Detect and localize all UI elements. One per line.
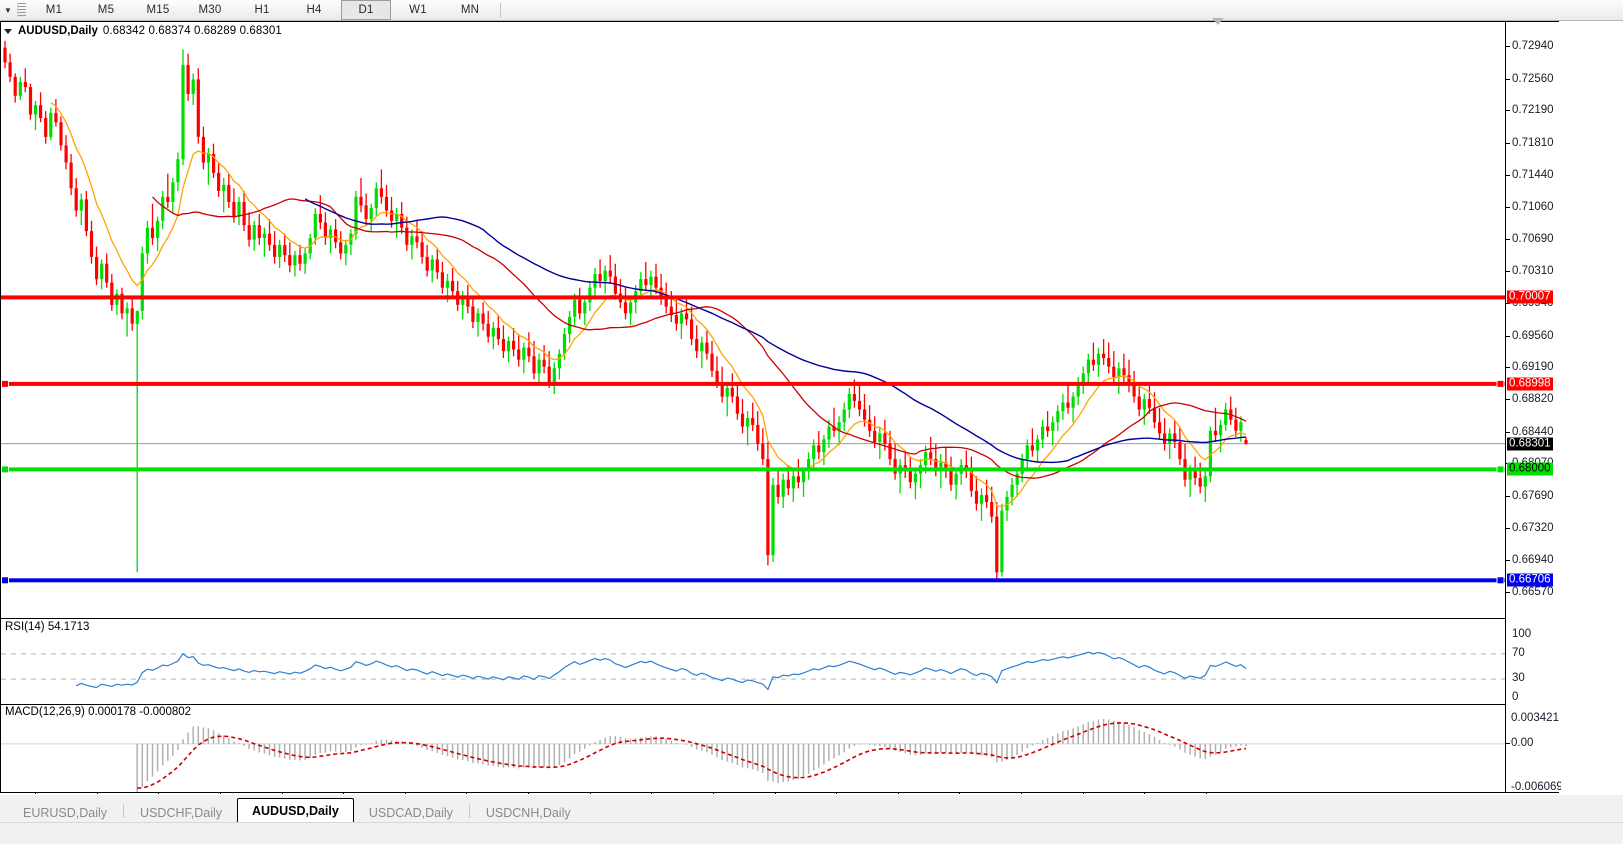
timeframe-button-mn[interactable]: MN <box>460 4 480 16</box>
toolbar-dropdown-icon[interactable]: ▼ <box>4 5 12 15</box>
macd-axis-label: 0.00 <box>1511 736 1534 749</box>
price-axis-tick <box>1506 207 1510 209</box>
macd-pane[interactable]: MACD(12,26,9) 0.000178 -0.000802 <box>1 704 1505 793</box>
chart-header: AUDUSD,Daily 0.68342 0.68374 0.68289 0.6… <box>4 24 282 38</box>
price-axis-tick <box>1506 367 1510 369</box>
price-pane[interactable] <box>1 22 1505 595</box>
chart-window[interactable]: AUDUSD,Daily 0.68342 0.68374 0.68289 0.6… <box>0 21 1563 815</box>
macd-axis-label: -0.006069 <box>1511 781 1563 793</box>
price-axis-tick <box>1506 496 1510 497</box>
rsi-axis-label: 30 <box>1512 672 1525 685</box>
toolbar-drag-grip-icon[interactable] <box>17 3 26 17</box>
chart-position-marker-icon <box>1212 18 1224 25</box>
macd-axis-tick <box>1506 742 1510 744</box>
price-axis-tick <box>1506 527 1510 529</box>
price-axis-tick <box>1506 271 1510 273</box>
timeframe-button-group: M1 M5 M15 M30 H1 H4 D1 W1 MN <box>29 0 495 20</box>
price-axis-label: 0.68820 <box>1512 393 1554 406</box>
chart-tab-audusd[interactable]: AUDUSD,Daily <box>237 798 354 823</box>
chart-collapse-arrow-icon[interactable] <box>4 28 12 34</box>
price-axis-tick <box>1506 335 1510 337</box>
timeframe-button-d1[interactable]: D1 <box>341 0 391 20</box>
price-axis-tick <box>1506 174 1510 176</box>
rsi-axis-label: 100 <box>1512 628 1532 640</box>
price-tag-support-lower[interactable]: 0.66706 <box>1507 573 1553 587</box>
timeframe-button-m5[interactable]: M5 <box>97 4 115 16</box>
price-axis[interactable]: 0.72940 0.72560 0.72190 0.71810 0.71440 0.710… <box>1505 22 1563 793</box>
price-axis-label: 0.67320 <box>1512 521 1554 534</box>
rsi-axis-label: 0 <box>1512 691 1519 703</box>
timeframe-button-m30[interactable]: M30 <box>198 4 222 16</box>
price-axis-label: 0.66570 <box>1512 586 1554 598</box>
rsi-pane[interactable]: RSI(14) 54.1713 <box>1 618 1505 701</box>
macd-axis-label: 0.003421 <box>1511 712 1559 724</box>
price-axis-label: 0.70310 <box>1512 265 1554 278</box>
toolbar-separator <box>500 2 501 18</box>
price-axis-label: 0.71440 <box>1512 168 1554 181</box>
chart-right-gutter <box>1561 21 1623 793</box>
macd-plot <box>1 719 1505 793</box>
price-axis-label: 0.72940 <box>1512 40 1554 52</box>
price-axis-tick <box>1506 238 1510 240</box>
timeframe-button-m15[interactable]: M15 <box>146 4 170 16</box>
rsi-plot <box>1 651 1505 691</box>
rsi-axis-label: 70 <box>1512 646 1525 659</box>
chart-tab-bar: EURUSD,Daily USDCHF,Daily AUDUSD,Daily USDC… <box>0 794 1623 844</box>
price-axis-tick <box>1506 46 1510 47</box>
tab-divider <box>468 804 470 818</box>
price-tag-support-upper[interactable]: 0.68000 <box>1507 462 1553 476</box>
price-axis-label: 0.69190 <box>1512 361 1554 374</box>
price-axis-label: 0.71060 <box>1512 201 1554 214</box>
chart-tab-usdcnh[interactable]: USDCNH,Daily <box>470 801 586 823</box>
price-axis-label: 0.71810 <box>1512 136 1554 149</box>
price-axis-tick <box>1506 399 1510 401</box>
price-axis-label: 0.72560 <box>1512 72 1554 85</box>
chart-tab-usdchf[interactable]: USDCHF,Daily <box>125 801 237 823</box>
chart-tab-strip: EURUSD,Daily USDCHF,Daily AUDUSD,Daily USDC… <box>0 798 586 823</box>
price-axis-label: 0.66940 <box>1512 554 1554 567</box>
price-tag-resistance-upper[interactable]: 0.70007 <box>1507 290 1553 304</box>
rsi-indicator-label: RSI(14) 54.1713 <box>5 621 90 633</box>
timeframe-button-w1[interactable]: W1 <box>409 4 427 16</box>
price-axis-label: 0.70690 <box>1512 232 1554 245</box>
price-axis-tick <box>1506 592 1510 593</box>
chart-tab-eurusd[interactable]: EURUSD,Daily <box>8 801 123 823</box>
chart-tab-usdcad[interactable]: USDCAD,Daily <box>353 801 468 823</box>
price-axis-label: 0.68440 <box>1512 425 1554 438</box>
price-tag-current[interactable]: 0.68301 <box>1507 437 1553 451</box>
price-axis-tick <box>1506 142 1510 144</box>
price-axis-tick <box>1506 431 1510 433</box>
chart-ohlc-values: 0.68342 0.68374 0.68289 0.68301 <box>102 25 282 37</box>
timeframe-button-h1[interactable]: H1 <box>254 4 270 16</box>
price-axis-tick <box>1506 110 1510 112</box>
price-axis-label: 0.67690 <box>1512 490 1554 502</box>
price-axis-label: 0.69560 <box>1512 329 1554 342</box>
price-axis-tick <box>1506 560 1510 562</box>
timeframe-button-h4[interactable]: H4 <box>306 4 322 16</box>
price-tag-resistance-lower[interactable]: 0.68998 <box>1507 377 1553 391</box>
price-axis-tick <box>1506 78 1510 80</box>
main-toolbar: ▼ M1 M5 M15 M30 H1 H4 D1 W1 MN <box>0 0 1623 21</box>
macd-indicator-label: MACD(12,26,9) 0.000178 -0.000802 <box>5 706 192 718</box>
price-axis-label: 0.72190 <box>1512 104 1554 117</box>
timeframe-button-m1[interactable]: M1 <box>45 4 63 16</box>
tab-divider <box>123 804 125 818</box>
price-candlestick-plot <box>1 40 1505 585</box>
chart-symbol-label: AUDUSD,Daily <box>18 25 98 37</box>
tab-bar-divider <box>0 822 1623 823</box>
